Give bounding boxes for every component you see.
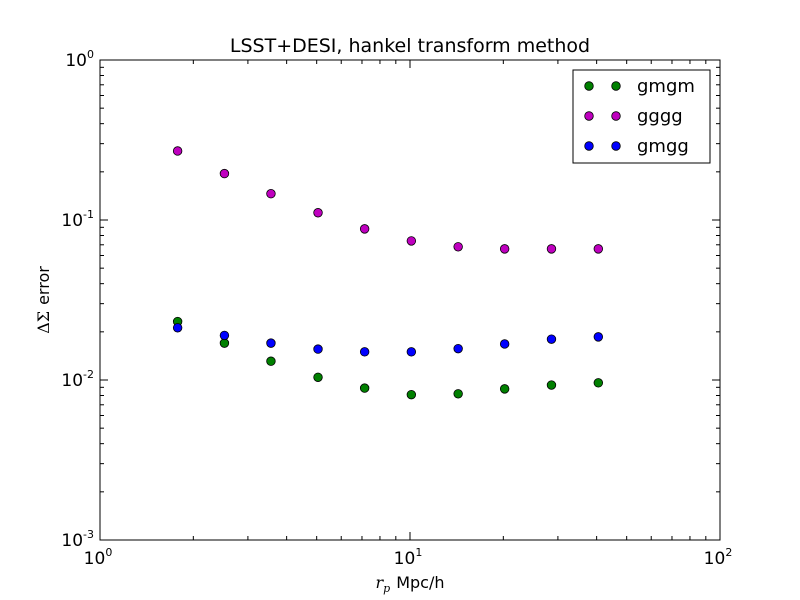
legend-label-gggg: gggg (637, 106, 683, 127)
x-tick-label: 102 (704, 546, 733, 569)
y-tick-label-exp: 0 (87, 48, 94, 61)
y-tick-label: 10-3 (61, 528, 94, 551)
y-tick-label-base: 10 (65, 51, 87, 71)
data-point-gggg (406, 236, 417, 246)
data-point-gmgg (453, 343, 463, 354)
data-point-gmgg (266, 338, 276, 348)
x-tick-label-base: 10 (704, 549, 726, 569)
data-point-gmgm (453, 389, 463, 399)
x-tick-label-exp: 2 (725, 546, 732, 559)
legend-entry-gmgg: gmgg (584, 136, 689, 157)
data-point-gmgg (593, 332, 604, 342)
legend-label-gmgg: gmgg (637, 136, 689, 157)
data-point-gmgg (219, 330, 230, 341)
y-tick-label: 10-2 (61, 368, 94, 391)
legend-label-gmgm: gmgm (637, 76, 695, 97)
legend-frame (572, 69, 711, 164)
x-axis-label-var: r (376, 573, 385, 592)
data-point-gggg (266, 189, 276, 199)
x-axis-label-unit: Mpc/h (396, 573, 444, 592)
data-point-gmgm (359, 383, 370, 393)
data-point-gggg (546, 244, 557, 254)
x-tick-label-exp: 1 (415, 546, 422, 559)
data-point-gmgg (313, 344, 323, 354)
y-tick-label-base: 10 (61, 371, 83, 391)
y-tick-label: 100 (65, 48, 94, 71)
legend-marker-gmgg-left (584, 141, 594, 151)
y-tick-label-exp: -2 (83, 368, 94, 381)
y-tick-label-base: 10 (61, 211, 83, 231)
data-point-gmgm (313, 372, 323, 382)
data-point-gggg (359, 224, 370, 234)
y-tick-label-exp: -3 (83, 528, 94, 541)
x-tick-label: 100 (84, 546, 113, 569)
legend-marker-gmgm-right (611, 81, 621, 91)
data-point-gmgm (219, 338, 230, 348)
data-point-gggg (499, 244, 510, 254)
legend-marker-gmgm-left (584, 81, 594, 91)
data-point-gggg (172, 146, 183, 156)
data-point-gmgm (406, 389, 417, 400)
data-point-gmgg (172, 323, 183, 333)
y-axis-label: ΔΣ error (34, 266, 53, 334)
legend-marker-gggg-left (584, 111, 594, 121)
x-tick-label: 101 (394, 546, 423, 569)
legend-marker-gggg-right (611, 111, 621, 121)
y-axis-label-suffix: error (34, 266, 53, 305)
data-point-gmgg (406, 347, 417, 357)
x-tick-label-base: 10 (84, 549, 106, 569)
x-axis-label: rp Mpc/h (376, 573, 445, 595)
data-point-gmgg (499, 339, 510, 349)
axis-ticks (99, 59, 721, 541)
data-point-gmgg (359, 347, 370, 357)
series-gggg (172, 146, 604, 254)
data-point-gmgg (546, 334, 557, 344)
y-axis-label-prefix: ΔΣ (34, 311, 53, 334)
legend-entry-gmgm: gmgm (584, 76, 695, 97)
legend-marker-gmgg-right (611, 141, 621, 151)
data-point-gmgm (593, 378, 604, 388)
data-point-gmgm (499, 384, 510, 394)
chart-title: LSST+DESI, hankel transform method (230, 35, 590, 57)
x-axis-label-sub: p (383, 582, 390, 595)
legend-entry-gggg: gggg (584, 106, 683, 127)
data-point-gggg (593, 244, 604, 254)
data-point-gggg (453, 242, 463, 252)
data-point-gggg (313, 208, 323, 218)
y-tick-label-base: 10 (61, 531, 83, 551)
data-point-gmgm (266, 356, 276, 366)
x-tick-label-exp: 0 (105, 546, 112, 559)
data-point-gggg (219, 168, 230, 179)
y-tick-label: 10-1 (61, 208, 94, 231)
series-gmgg (172, 323, 604, 357)
legend: gmgm gggg gmgg (572, 69, 711, 164)
data-points (172, 146, 604, 400)
plot-frame (99, 59, 721, 541)
y-tick-label-exp: -1 (83, 208, 94, 221)
data-point-gmgm (546, 380, 557, 390)
x-tick-label-base: 10 (394, 549, 416, 569)
